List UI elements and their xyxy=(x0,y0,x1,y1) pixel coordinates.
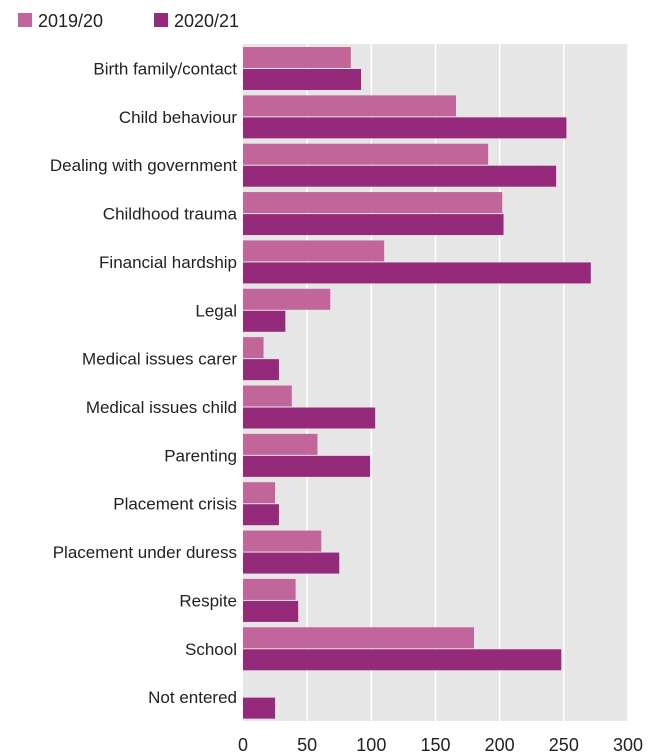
category-label: Legal xyxy=(195,301,237,320)
bar-2019-20-1 xyxy=(243,95,457,117)
bar-2020-21-4 xyxy=(243,262,591,284)
category-labels: Birth family/contact Child behaviour Deali… xyxy=(50,60,238,708)
bar-2020-21-13 xyxy=(243,697,276,719)
bar-2020-21-0 xyxy=(243,69,362,90)
bar-2020-21-5 xyxy=(243,310,286,332)
bar-2020-21-9 xyxy=(243,504,279,526)
bar-2020-21-1 xyxy=(243,117,567,139)
category-label: Birth family/contact xyxy=(93,60,237,79)
legend-swatch-0 xyxy=(18,13,32,27)
x-tick-label: 250 xyxy=(549,735,579,754)
category-label: School xyxy=(185,640,237,659)
bar-2020-21-12 xyxy=(243,649,562,671)
x-tick-label: 200 xyxy=(485,735,515,754)
bar-2019-20-4 xyxy=(243,240,385,262)
x-tick-label: 150 xyxy=(420,735,450,754)
legend-label-1: 2020/21 xyxy=(174,11,239,31)
bar-2019-20-7 xyxy=(243,385,292,407)
bar-2020-21-10 xyxy=(243,552,340,574)
category-label: Dealing with government xyxy=(50,156,237,175)
bar-2020-21-7 xyxy=(243,407,376,429)
category-label: Parenting xyxy=(164,446,237,465)
bar-2019-20-2 xyxy=(243,143,489,165)
category-label: Financial hardship xyxy=(99,253,237,272)
category-label: Medical issues child xyxy=(86,398,237,417)
x-tick-label: 50 xyxy=(297,735,317,754)
bar-2020-21-2 xyxy=(243,165,557,187)
bar-2019-20-12 xyxy=(243,627,474,649)
bar-2020-21-8 xyxy=(243,455,371,477)
bar-2019-20-11 xyxy=(243,578,296,600)
category-label: Medical issues carer xyxy=(82,350,237,369)
bar-2020-21-11 xyxy=(243,600,299,622)
bar-2019-20-6 xyxy=(243,337,264,359)
x-tick-label: 300 xyxy=(613,735,643,754)
legend: 2019/20 2020/21 xyxy=(18,11,239,31)
bar-2019-20-9 xyxy=(243,482,276,504)
category-label: Child behaviour xyxy=(119,108,237,127)
bar-2019-20-8 xyxy=(243,433,318,455)
category-label: Not entered xyxy=(148,688,237,707)
category-label: Placement crisis xyxy=(113,495,237,514)
legend-label-0: 2019/20 xyxy=(38,11,103,31)
bar-2019-20-0 xyxy=(243,47,351,68)
bar-2019-20-5 xyxy=(243,288,331,310)
bar-2020-21-3 xyxy=(243,214,504,236)
category-label: Childhood trauma xyxy=(103,205,238,224)
bar-2020-21-6 xyxy=(243,359,279,381)
bar-2019-20-3 xyxy=(243,192,503,214)
category-label: Respite xyxy=(179,591,237,610)
x-tick-label: 100 xyxy=(356,735,386,754)
bar-2019-20-10 xyxy=(243,530,322,552)
legend-swatch-1 xyxy=(154,13,168,27)
category-label: Placement under duress xyxy=(53,543,237,562)
bars xyxy=(243,47,591,719)
x-axis-ticks: 0 50 100 150 200 250 300 xyxy=(238,735,643,754)
x-tick-label: 0 xyxy=(238,735,248,754)
